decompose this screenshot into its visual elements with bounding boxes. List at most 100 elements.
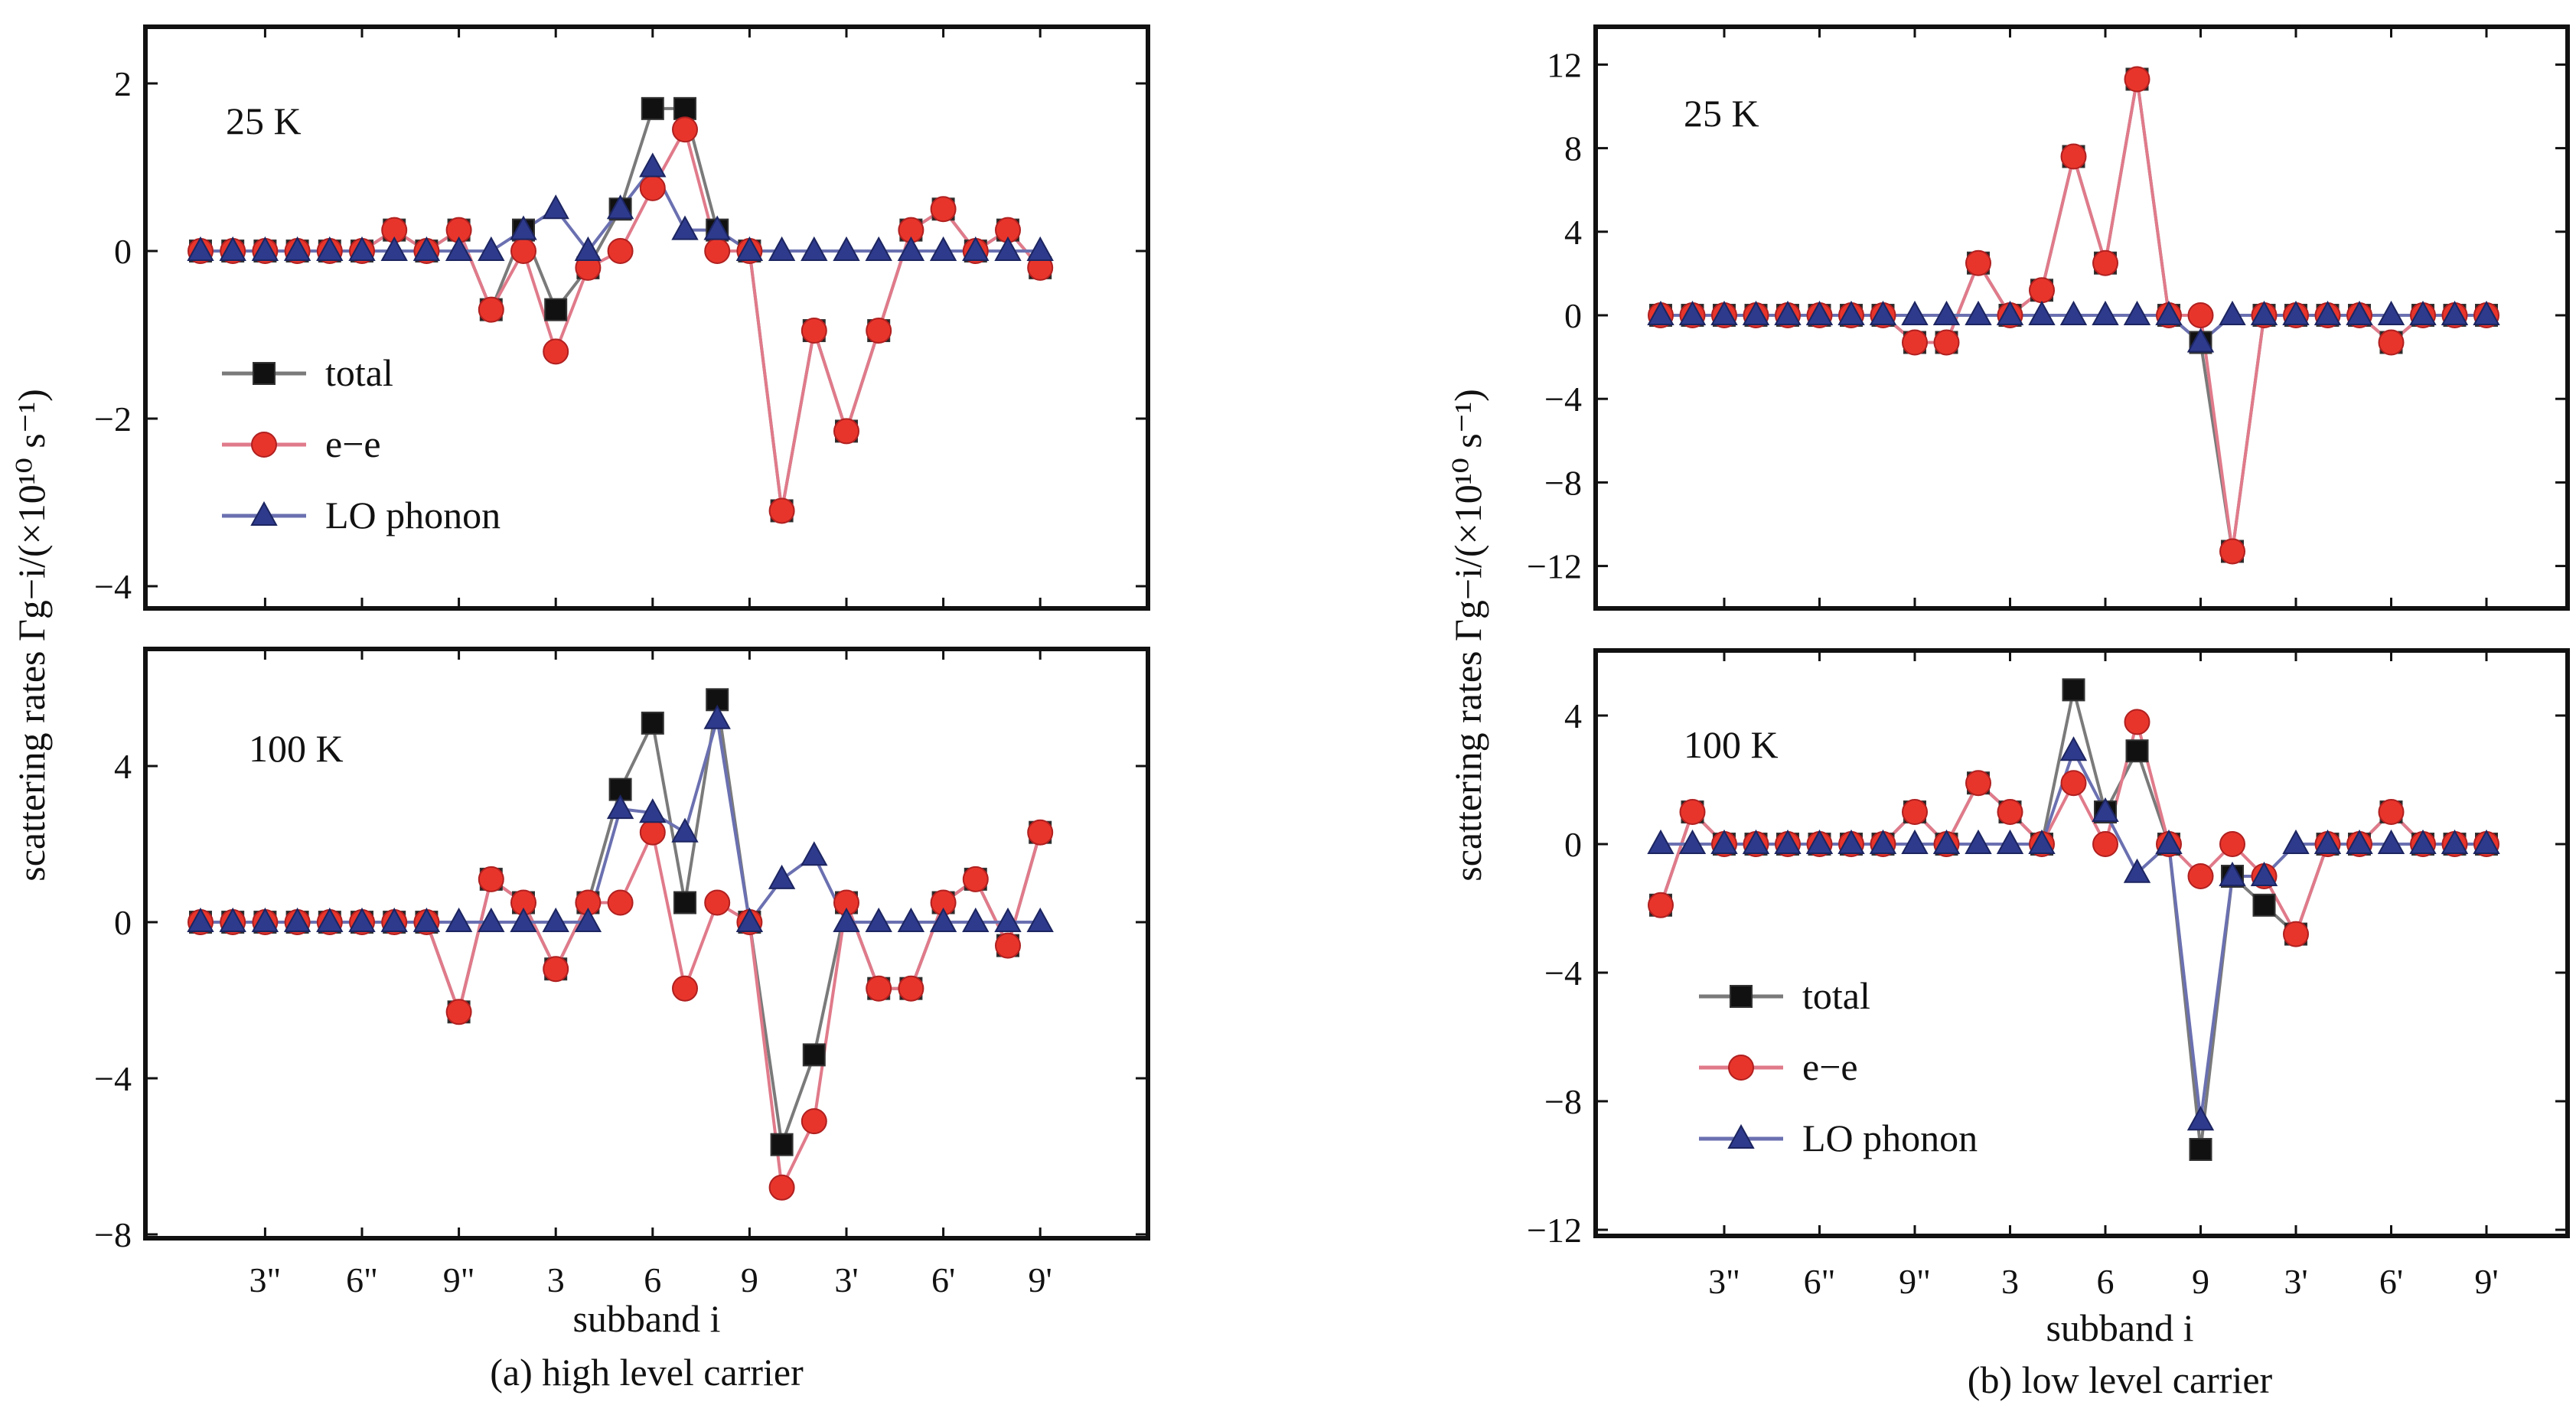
legend-marker-total <box>253 362 276 385</box>
point-ee-a1-15 <box>672 975 698 1002</box>
point-ee-a1-11 <box>543 956 569 983</box>
point-lo-a0-0 <box>187 236 214 261</box>
point-ee-a1-14 <box>639 819 666 846</box>
point-lo-a1-10 <box>510 907 537 932</box>
point-ee-b0-8 <box>1902 329 1928 356</box>
y-tick-label-b1-4: −12 <box>1527 1211 1582 1250</box>
point-total-a0-14 <box>641 96 664 120</box>
point-lo-a0-23 <box>929 236 957 261</box>
point-ee-a1-8 <box>445 999 472 1025</box>
point-total-b1-17 <box>2189 1138 2212 1161</box>
x-tick-label-b-6: 3' <box>2284 1262 2307 1301</box>
point-ee-b1-8 <box>1902 799 1928 825</box>
point-ee-b0-9 <box>1933 329 1960 356</box>
plot-area-b-25k: 12 8 4 0 −4 −8 −12 <box>1527 27 2568 608</box>
x-tick-label-a-4: 6 <box>644 1260 661 1299</box>
point-lo-a1-20 <box>833 907 860 932</box>
point-ee-a0-23 <box>930 196 957 223</box>
x-tick-label-b-2: 9" <box>1899 1262 1931 1301</box>
y-tick-label-b0-4: −4 <box>1544 380 1582 419</box>
point-lo-b0-25 <box>2441 300 2469 325</box>
x-axis-title-b: subband i <box>2046 1306 2193 1349</box>
point-ee-b0-23 <box>2378 329 2405 356</box>
point-ee-a0-19 <box>801 318 827 344</box>
point-total-b1-15 <box>2125 739 2149 763</box>
point-lo-b1-9 <box>1932 829 1961 854</box>
y-tick-label-a0-2: −2 <box>94 399 132 439</box>
point-ee-a1-22 <box>898 975 924 1002</box>
x-tick-label-a-7: 6' <box>931 1260 955 1299</box>
point-lo-a0-13 <box>606 194 634 220</box>
y-tick-label-a0-0: 2 <box>114 64 132 103</box>
point-lo-a1-1 <box>219 907 246 932</box>
point-lo-b0-4 <box>1774 300 1802 325</box>
point-lo-a1-4 <box>316 907 344 932</box>
legend-label-total: total <box>325 351 393 394</box>
point-lo-a1-3 <box>283 907 311 932</box>
point-lo-b1-0 <box>1647 829 1674 854</box>
point-lo-b1-21 <box>2314 829 2342 854</box>
point-total-a1-19 <box>802 1043 826 1067</box>
point-lo-a1-6 <box>380 907 408 932</box>
point-ee-a0-20 <box>833 418 859 445</box>
point-lo-a0-1 <box>219 236 246 261</box>
point-lo-b0-0 <box>1647 300 1674 325</box>
plot-area-a-25k: 2 0 −2 −4 <box>94 27 1148 608</box>
plot-area-a-100k: 4 0 −4 −8 <box>94 649 1148 1254</box>
y-axis-title-a: scattering rates Γg−i/(×10¹⁰ s⁻¹) <box>10 389 53 882</box>
point-lo-b1-26 <box>2473 829 2500 854</box>
point-lo-a1-14 <box>639 798 667 823</box>
point-lo-b0-24 <box>2409 300 2437 325</box>
point-lo-b1-13 <box>2059 736 2088 761</box>
point-lo-b0-20 <box>2282 300 2310 325</box>
point-lo-b0-23 <box>2377 300 2405 325</box>
point-lo-b1-17 <box>2186 1106 2215 1131</box>
point-lo-a0-22 <box>897 236 925 261</box>
point-ee-b0-10 <box>1965 249 1991 276</box>
point-ee-b1-11 <box>1997 799 2023 825</box>
point-ee-b1-14 <box>2092 831 2118 857</box>
point-lo-a0-8 <box>445 236 473 261</box>
point-lo-a0-20 <box>833 236 860 261</box>
point-total-a1-18 <box>770 1133 794 1156</box>
point-ee-b0-17 <box>2187 302 2214 328</box>
point-lo-b1-8 <box>1901 829 1929 854</box>
point-lo-b1-12 <box>2028 829 2056 854</box>
y-axis-title-b: scattering rates Γg−i/(×10¹⁰ s⁻¹) <box>1446 389 1489 882</box>
panel-label-a-100k: 100 K <box>249 727 344 770</box>
panel-b-100k: 4 0 −4 −8 −12 100 K total e−e LO phonon <box>1527 648 2570 1250</box>
point-ee-b1-1 <box>1679 799 1706 825</box>
point-ee-a0-16 <box>704 238 731 264</box>
point-lo-b1-16 <box>2155 829 2183 854</box>
point-lo-a0-17 <box>735 236 764 261</box>
point-lo-b1-24 <box>2409 829 2437 854</box>
y-tick-label-b1-0: 4 <box>1564 696 1582 735</box>
point-ee-b1-18 <box>2219 831 2245 857</box>
point-ee-a0-18 <box>768 497 795 524</box>
point-lo-b0-11 <box>1996 300 2024 325</box>
point-lo-b1-15 <box>2123 858 2151 883</box>
x-tick-label-b-3: 3 <box>2001 1262 2019 1301</box>
point-lo-b0-2 <box>1710 300 1738 325</box>
point-lo-b0-3 <box>1742 300 1770 325</box>
point-lo-b0-16 <box>2155 300 2183 325</box>
point-ee-a0-15 <box>672 116 698 143</box>
point-lo-b0-10 <box>1965 300 1992 325</box>
point-lo-b1-22 <box>2346 829 2373 854</box>
y-tick-label-a0-1: 0 <box>114 232 132 271</box>
point-ee-b1-13 <box>2060 770 2087 797</box>
point-lo-b0-7 <box>1869 300 1897 325</box>
point-lo-b1-6 <box>1837 829 1865 854</box>
point-lo-a1-18 <box>768 864 796 889</box>
panel-frame-b-25k <box>1593 24 2570 611</box>
panel-frame-a-25k <box>143 24 1150 611</box>
point-lo-a1-2 <box>251 907 279 932</box>
x-tick-label-a-2: 9" <box>443 1260 475 1299</box>
point-lo-a0-12 <box>574 236 602 261</box>
y-tick-label-b0-1: 8 <box>1564 129 1582 168</box>
legend-marker-ee <box>1728 1055 1754 1081</box>
point-lo-a0-15 <box>671 215 699 240</box>
figure-b: scattering rates Γg−i/(×10¹⁰ s⁻¹) 12 8 4 0 −… <box>1446 24 2570 1401</box>
point-total-a1-15 <box>673 891 696 915</box>
y-tick-label-b1-1: 0 <box>1564 825 1582 864</box>
